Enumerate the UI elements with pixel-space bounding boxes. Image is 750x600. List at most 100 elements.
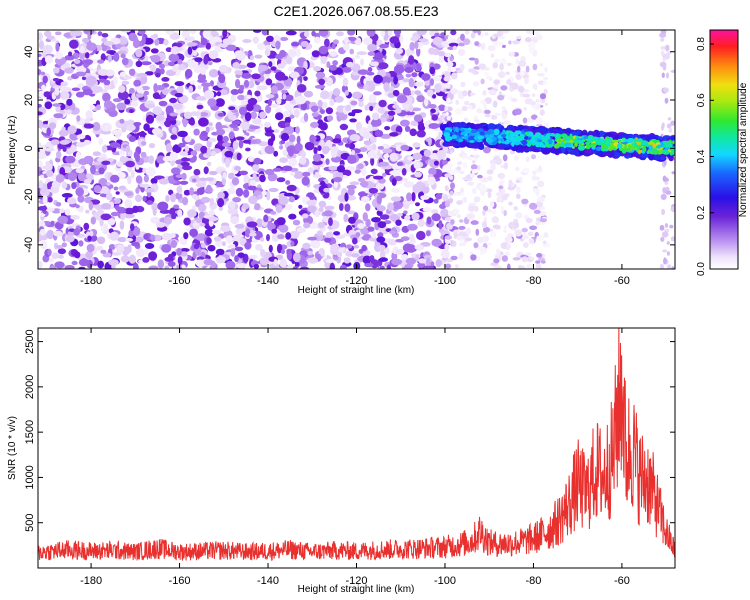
heatmap-blob	[296, 84, 307, 93]
heatmap-blob	[232, 140, 239, 150]
heatmap-blob	[178, 64, 186, 71]
x-tick-label: -100	[434, 275, 456, 287]
heatmap-blob	[461, 105, 468, 112]
signal-blob	[637, 138, 643, 143]
heatmap-blob	[158, 178, 169, 185]
heatmap-blob	[174, 81, 185, 87]
signal-blob	[455, 137, 460, 141]
snr-x-label: Height of straight line (km)	[298, 584, 415, 595]
heatmap-blob	[324, 205, 335, 210]
heatmap-blob	[83, 178, 92, 184]
heatmap-blob	[472, 160, 476, 164]
heatmap-blob	[103, 223, 108, 232]
heatmap-blob	[416, 230, 426, 241]
heatmap-blob	[247, 185, 257, 191]
heatmap-blob	[363, 140, 373, 146]
heatmap-blob	[303, 112, 309, 122]
heatmap-blob	[522, 117, 528, 124]
signal-blob	[511, 141, 515, 147]
heatmap-blob	[511, 82, 519, 90]
heatmap-blob	[367, 67, 373, 72]
heatmap-blob	[224, 150, 234, 158]
heatmap-blob	[112, 98, 122, 103]
heatmap-blob	[385, 247, 390, 255]
heatmap-blob	[443, 76, 451, 82]
heatmap-blob	[55, 202, 62, 207]
heatmap-blob	[412, 152, 423, 161]
heatmap-blob	[215, 121, 223, 131]
heatmap-blob	[294, 142, 303, 152]
heatmap-blob	[230, 247, 236, 257]
heatmap-blob	[529, 100, 536, 106]
heatmap-blob	[362, 255, 372, 265]
heatmap-blob	[339, 203, 344, 211]
heatmap-blob	[184, 135, 192, 143]
heatmap-blob	[444, 235, 453, 240]
colorbar-tick-label: 0.0	[696, 262, 707, 276]
heatmap-blob	[521, 227, 528, 233]
heatmap-blob	[314, 36, 321, 44]
heatmap-blob	[44, 147, 55, 152]
colorbar-tick-label: 0.4	[696, 149, 707, 163]
heatmap-blob	[280, 132, 290, 142]
signal-blob	[559, 143, 565, 147]
heatmap-blob	[535, 34, 543, 41]
heatmap-blob	[405, 257, 417, 265]
heatmap-blob	[320, 56, 328, 61]
heatmap-blob	[75, 168, 85, 174]
heatmap-blob	[217, 112, 225, 117]
heatmap-blob	[670, 69, 675, 73]
heatmap-blob	[124, 207, 135, 215]
heatmap-blob	[364, 262, 374, 268]
heatmap-blob	[148, 155, 155, 164]
heatmap-blob	[664, 53, 670, 60]
heatmap-blob	[430, 108, 436, 114]
heatmap-blob	[307, 236, 318, 241]
heatmap-blob	[46, 170, 54, 177]
heatmap-blob	[145, 167, 156, 177]
heatmap-blob	[493, 265, 502, 269]
heatmap-blob	[328, 64, 338, 71]
heatmap-blob	[88, 201, 94, 211]
heatmap-blob	[484, 236, 489, 242]
heatmap-blob	[216, 128, 226, 136]
heatmap-blob	[174, 47, 184, 52]
heatmap-blob	[198, 222, 206, 227]
heatmap-blob	[410, 107, 422, 112]
heatmap-blob	[671, 171, 675, 175]
heatmap-blob	[518, 86, 525, 93]
heatmap-blob	[499, 63, 504, 71]
signal-blob	[671, 150, 675, 155]
heatmap-blob	[478, 63, 487, 70]
heatmap-blob	[102, 92, 111, 102]
heatmap-blob	[519, 71, 525, 76]
signal-blob	[470, 129, 478, 133]
signal-blob	[611, 139, 619, 143]
heatmap-blob	[457, 48, 466, 57]
heatmap-blob	[255, 244, 263, 251]
heatmap-blob	[100, 249, 107, 254]
heatmap-blob	[38, 111, 43, 116]
heatmap-blob	[200, 67, 206, 75]
heatmap-blob	[416, 30, 427, 36]
heatmap-blob	[667, 264, 672, 269]
heatmap-blob	[59, 91, 70, 100]
heatmap-blob	[218, 73, 226, 84]
heatmap-blob	[271, 228, 278, 234]
heatmap-blob	[181, 157, 191, 162]
heatmap-blob	[515, 58, 520, 65]
heatmap-blob	[389, 36, 400, 44]
heatmap-blob	[472, 154, 481, 159]
heatmap-blob	[278, 196, 289, 205]
heatmap-blob	[353, 245, 360, 249]
heatmap-blob	[259, 237, 265, 242]
heatmap-blob	[487, 191, 492, 199]
heatmap-blob	[169, 97, 178, 104]
heatmap-blob	[87, 32, 92, 40]
heatmap-blob	[409, 41, 416, 51]
heatmap-blob	[286, 184, 297, 192]
heatmap-blob	[47, 196, 53, 203]
heatmap-blob	[38, 53, 42, 58]
heatmap-blob	[259, 64, 269, 72]
